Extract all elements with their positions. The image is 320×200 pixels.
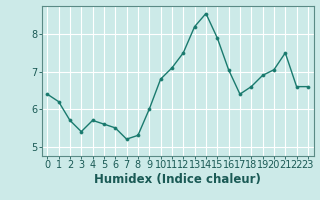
X-axis label: Humidex (Indice chaleur): Humidex (Indice chaleur) — [94, 173, 261, 186]
